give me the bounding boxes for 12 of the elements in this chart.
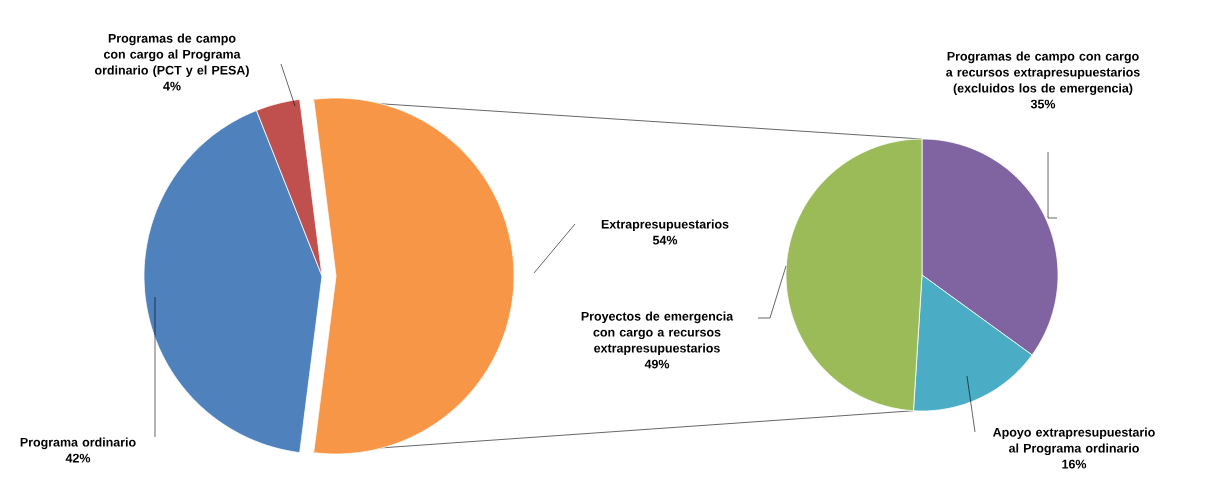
slice-label: Programa ordinario (20, 437, 136, 450)
data-label: 16% (1062, 459, 1087, 469)
slice-label: Programas de campo con cargo al Programa ordinario (PCT y el PESA) (94, 33, 249, 78)
data-label: 54% (652, 235, 678, 245)
data-label: 35% (1030, 99, 1056, 109)
data-label: 49% (644, 359, 670, 369)
slice-label: Apoyo extrapresupuestario al Programa ordinario (993, 427, 1155, 456)
data-label: 4% (163, 81, 181, 91)
slice-label: Programas de campo con cargo a recursos extrapresupuestarios (excluidos los de emergencia) (946, 51, 1140, 96)
data-label: 42% (65, 453, 91, 463)
slice-label: Proyectos de emergencia con cargo a recursos extrapresupuestarios (581, 311, 734, 355)
slice-label: Extrapresupuestarios (601, 219, 729, 232)
